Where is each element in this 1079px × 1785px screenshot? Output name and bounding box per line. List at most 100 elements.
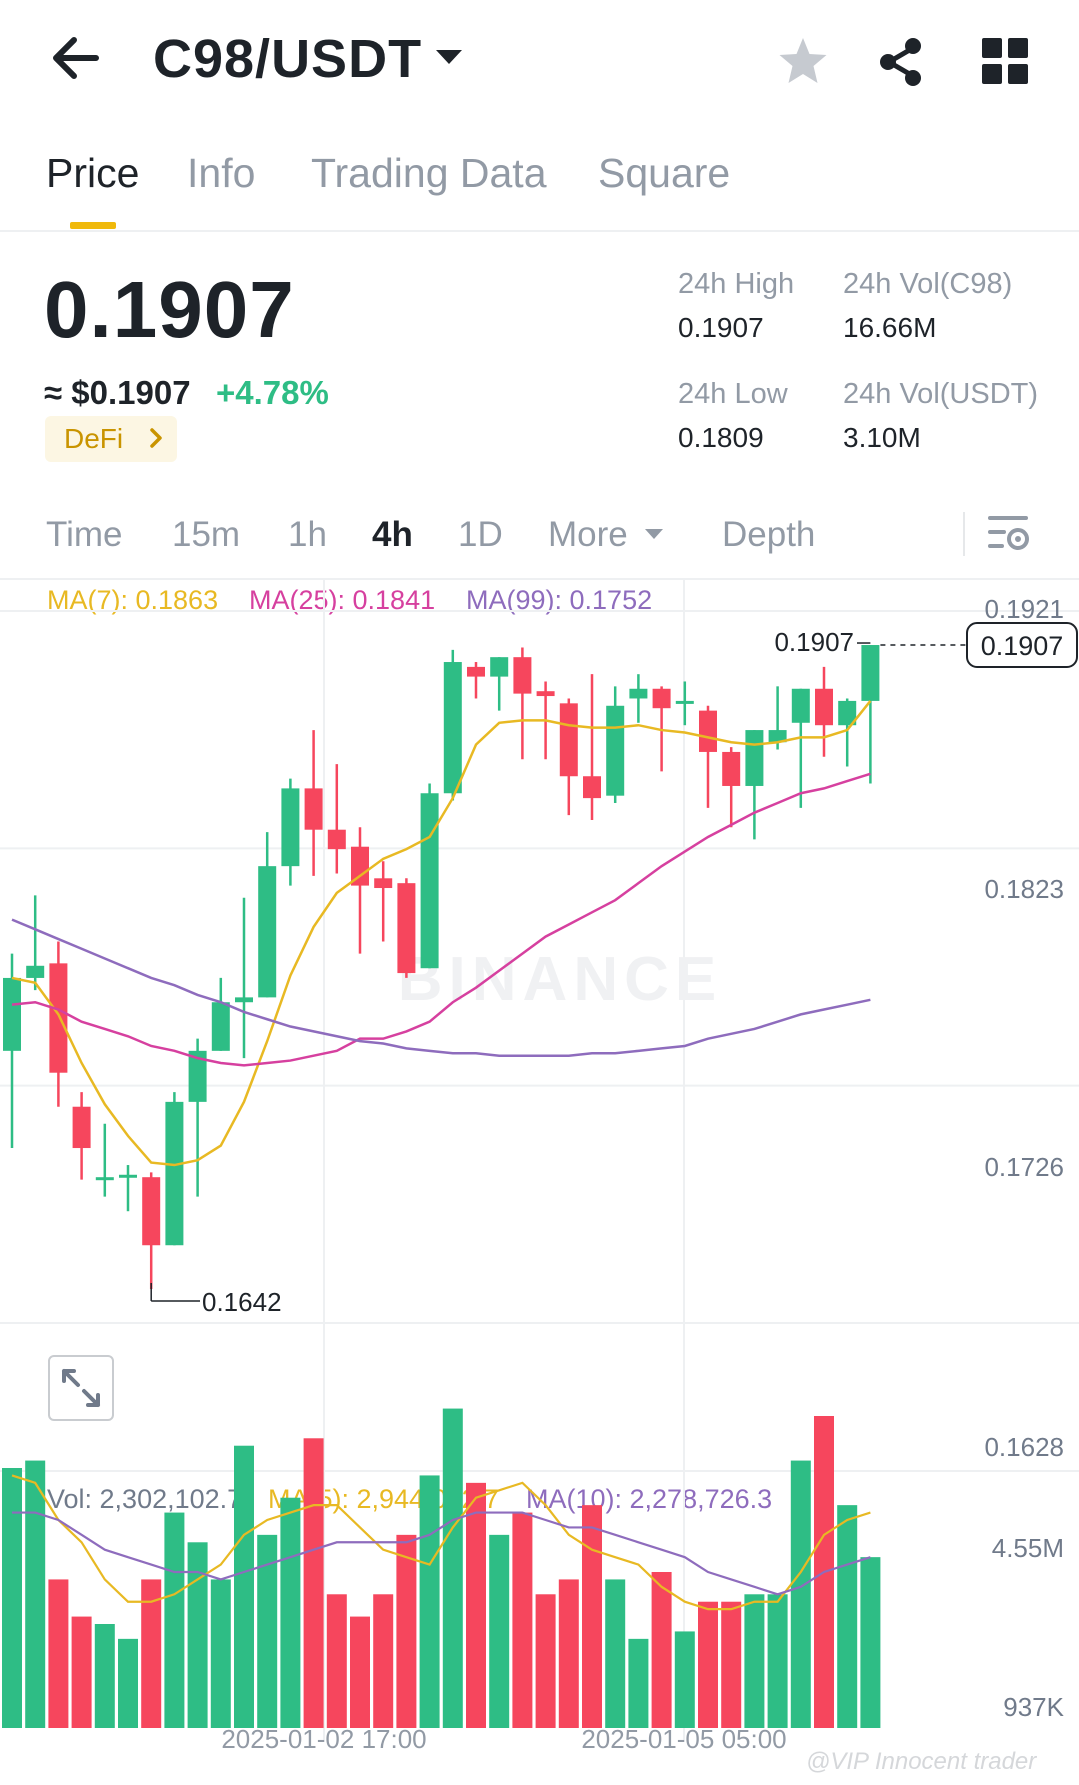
candle-body (3, 977, 21, 1051)
volume-bar (187, 1542, 208, 1728)
candle-body (165, 1101, 184, 1246)
candle-body (281, 788, 300, 867)
tab-square[interactable]: Square (598, 150, 731, 196)
volume-bar (466, 1482, 486, 1728)
volume-bar (257, 1534, 278, 1728)
low-marker-label: 0.1642 (202, 1287, 282, 1317)
candle-body (119, 1174, 137, 1178)
caret-down-icon[interactable] (432, 40, 466, 74)
category-tag-label[interactable]: DeFi (64, 423, 124, 454)
volume-bar (558, 1579, 579, 1728)
volume-bar (651, 1572, 672, 1728)
volume-bar (303, 1438, 324, 1728)
volume-bar (234, 1445, 254, 1728)
volume-axis-tick: 4.55M (992, 1533, 1064, 1563)
price-axis-tick: 0.1921 (984, 594, 1064, 624)
volume-bar (94, 1624, 115, 1728)
volume-bar (141, 1579, 162, 1728)
candle-body (675, 700, 694, 704)
ma25-line (11, 772, 871, 1067)
candle-body (838, 700, 857, 726)
candle-body (327, 829, 346, 850)
ma99-line (11, 918, 871, 1057)
candle-body (374, 878, 393, 889)
volume-bar (396, 1534, 417, 1728)
volume-bar (582, 1505, 602, 1728)
interval-more[interactable]: More (548, 515, 628, 554)
interval-15m[interactable]: 15m (172, 515, 241, 554)
volume-bar (280, 1497, 301, 1728)
back-arrow-icon[interactable] (44, 26, 108, 90)
category-tag[interactable] (45, 416, 177, 462)
share-icon[interactable] (873, 34, 929, 90)
pair-title[interactable]: C98/USDT (153, 29, 423, 89)
tab-trading-data[interactable]: Trading Data (311, 150, 547, 196)
tab-info[interactable]: Info (187, 150, 256, 196)
volume-ma5-line (11, 1474, 871, 1611)
candle-body (304, 788, 323, 830)
volume-bar (210, 1579, 231, 1728)
candlestick-chart[interactable]: BINANCE 0.1921 0.1823 0.1726 0.1628 4.55M 937… (0, 580, 1079, 1780)
volume-bar (326, 1594, 347, 1728)
volume-bar (860, 1557, 881, 1728)
volume-bar (512, 1512, 533, 1728)
volume-bar (698, 1601, 718, 1728)
volume-bar (837, 1505, 858, 1728)
candle-body (490, 657, 509, 677)
expand-chart-button[interactable] (48, 1355, 114, 1421)
fiat-price: ≈ $0.1907 (44, 374, 191, 411)
stat-24h-low-label: 24h Low (678, 378, 788, 410)
candle-body (513, 657, 532, 694)
volume-bar (767, 1594, 788, 1728)
star-icon[interactable] (775, 34, 831, 90)
stat-24h-vol-base-label: 24h Vol(C98) (843, 268, 1013, 300)
volume-bar (628, 1638, 649, 1728)
candle-body (420, 793, 439, 969)
interval-bar-divider (0, 578, 1079, 580)
chevron-right-icon[interactable] (144, 426, 168, 450)
interval-1h[interactable]: 1h (288, 515, 327, 554)
grid-icon[interactable] (982, 38, 1028, 84)
last-price: 0.1907 (44, 265, 295, 354)
tab-price[interactable]: Price (46, 150, 140, 196)
interval-depth[interactable]: Depth (722, 515, 816, 554)
interval-4h[interactable]: 4h (372, 515, 413, 554)
expand-icon (62, 1369, 100, 1407)
candle-body (26, 965, 45, 978)
volume-ma10-legend: MA(10): 2,278,726.3 (526, 1484, 773, 1514)
chart-settings-icon[interactable] (988, 512, 1032, 556)
candle-body (768, 730, 787, 743)
volume-bar (605, 1579, 626, 1728)
volume-bar (744, 1594, 765, 1728)
volume-ma10-line (12, 1511, 871, 1596)
interval-time[interactable]: Time (46, 515, 123, 554)
volume-bar (48, 1579, 69, 1728)
candle-body (583, 776, 601, 799)
volume-bar (721, 1601, 742, 1728)
candle-body (559, 703, 578, 777)
volume-bar (674, 1631, 695, 1728)
caret-down-icon[interactable] (642, 522, 666, 546)
candle-body (629, 688, 648, 699)
ma7-line (11, 700, 872, 1167)
price-axis-tick: 0.1823 (984, 874, 1064, 904)
last-price-label: 0.1907 (981, 631, 1064, 661)
volume-bar (790, 1460, 811, 1728)
candle-body (72, 1106, 91, 1149)
candle-body (49, 963, 68, 1073)
high-marker-label: 0.1907 (774, 627, 854, 657)
candle-body (142, 1177, 161, 1246)
volume-bar (164, 1512, 185, 1728)
tabs-divider (0, 230, 1079, 232)
interval-divider (963, 512, 965, 556)
volume-legend: Vol: 2,302,102.7 (47, 1484, 243, 1514)
candle-body (95, 1177, 114, 1181)
candle-body (606, 705, 625, 796)
volume-bar (489, 1534, 510, 1728)
candle-body (861, 645, 880, 701)
candle-body (235, 997, 253, 1003)
candle-body (745, 730, 764, 786)
stat-24h-high-label: 24h High (678, 268, 795, 300)
volume-bar (350, 1616, 370, 1728)
interval-1d[interactable]: 1D (458, 515, 503, 554)
